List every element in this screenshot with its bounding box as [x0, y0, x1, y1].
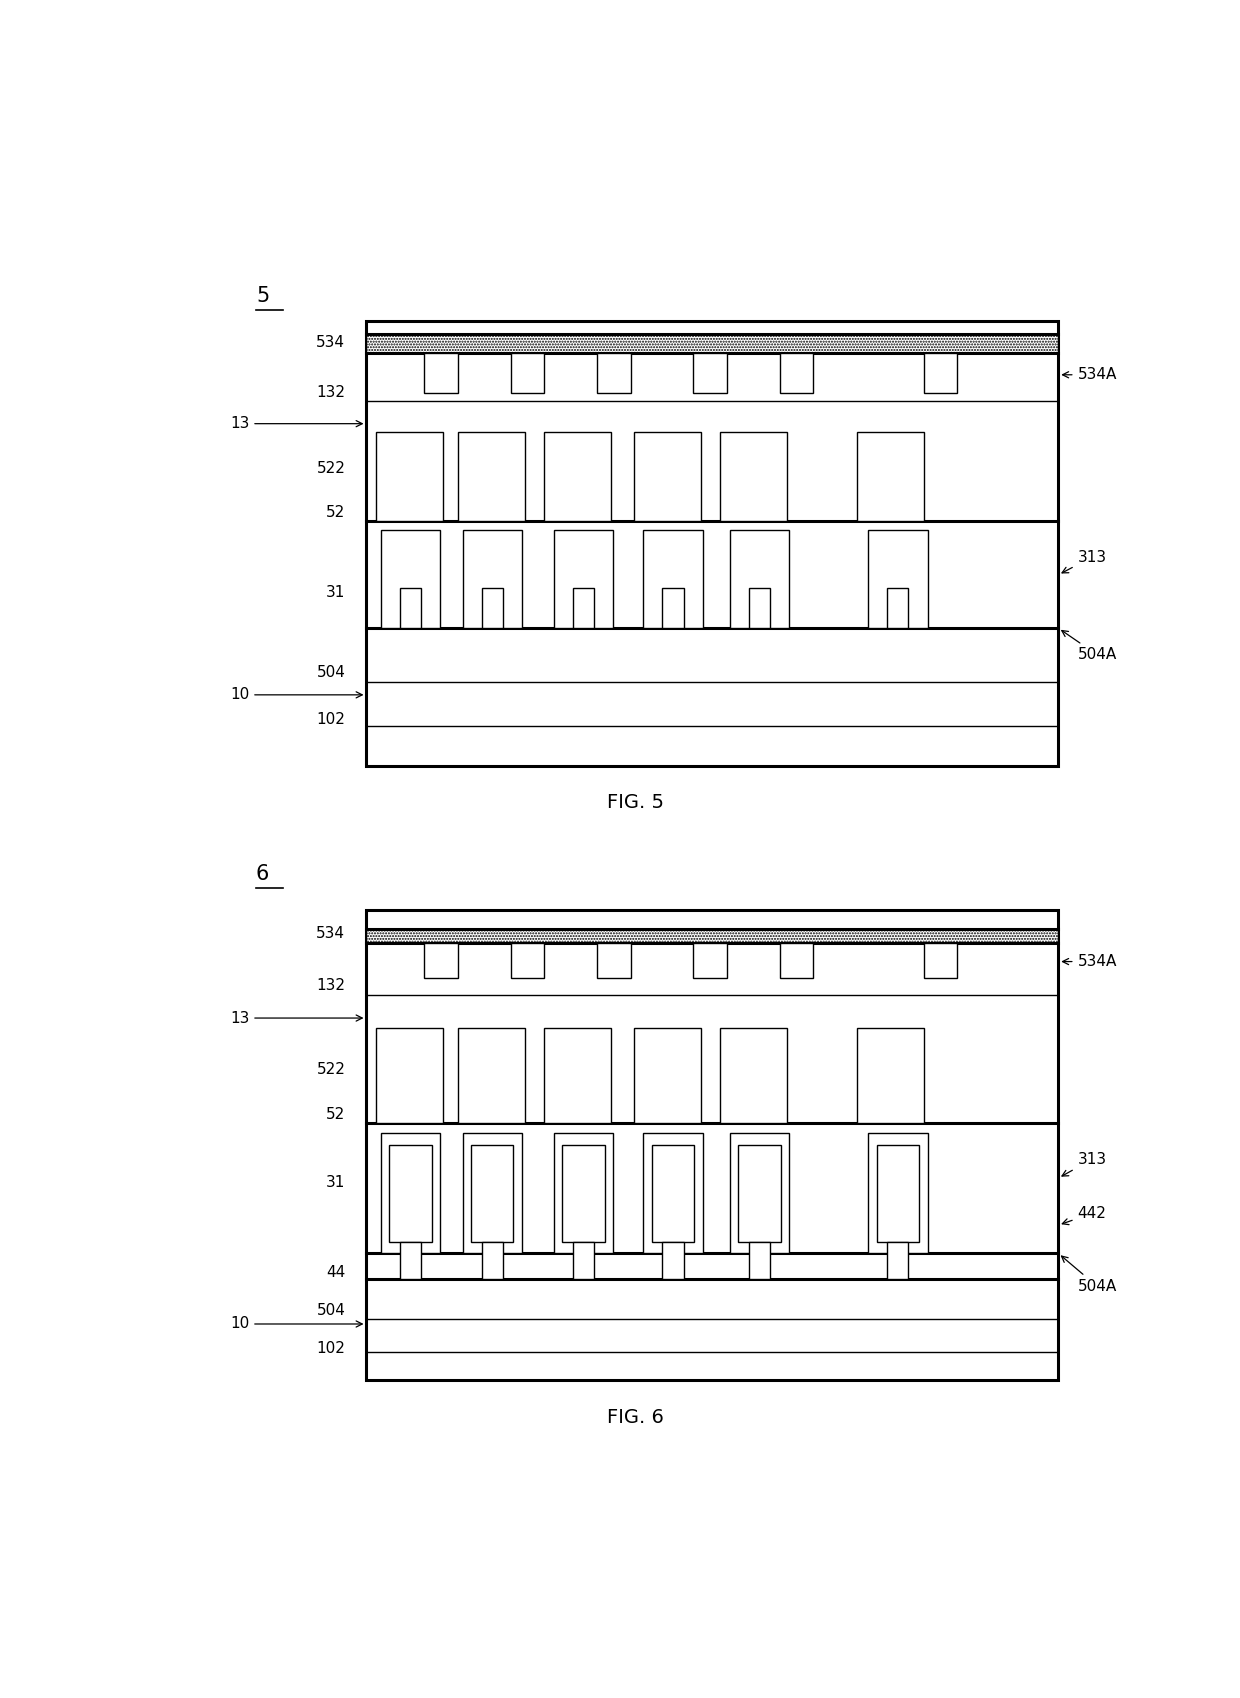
Bar: [596, 942, 631, 978]
Bar: [563, 1144, 605, 1241]
Bar: [662, 588, 683, 628]
Bar: [367, 910, 1058, 1380]
Bar: [749, 1241, 770, 1279]
Bar: [471, 1144, 513, 1241]
Bar: [463, 530, 522, 628]
Text: 132: 132: [316, 385, 345, 401]
Text: 313: 313: [1061, 1151, 1106, 1177]
Bar: [693, 353, 727, 392]
Bar: [424, 353, 458, 392]
Bar: [888, 588, 909, 628]
Bar: [367, 335, 1058, 353]
Bar: [924, 942, 957, 978]
Text: 6: 6: [255, 864, 269, 883]
Text: 504: 504: [316, 666, 345, 681]
Bar: [481, 1241, 503, 1279]
Bar: [868, 530, 928, 628]
Text: 5: 5: [255, 285, 269, 306]
Bar: [367, 929, 1058, 942]
Bar: [652, 1144, 694, 1241]
Bar: [857, 431, 924, 521]
Text: 44: 44: [326, 1265, 345, 1280]
Bar: [573, 588, 594, 628]
Text: 132: 132: [316, 978, 345, 993]
Text: 31: 31: [326, 1175, 345, 1190]
Text: FIG. 6: FIG. 6: [608, 1408, 663, 1426]
Bar: [780, 942, 813, 978]
Bar: [644, 1133, 703, 1253]
Bar: [376, 431, 444, 521]
Bar: [738, 1144, 781, 1241]
Text: 102: 102: [316, 711, 345, 727]
Bar: [693, 942, 727, 978]
Bar: [888, 1241, 909, 1279]
Text: 534: 534: [316, 335, 345, 350]
Bar: [389, 1144, 432, 1241]
Bar: [634, 1029, 701, 1122]
Bar: [573, 1241, 594, 1279]
Text: 534A: 534A: [1063, 954, 1117, 970]
Text: 504: 504: [316, 1304, 345, 1318]
Text: 13: 13: [229, 1010, 362, 1026]
Text: 504A: 504A: [1061, 630, 1117, 662]
Bar: [511, 942, 544, 978]
Text: 102: 102: [316, 1341, 345, 1357]
Bar: [924, 353, 957, 392]
Bar: [544, 1029, 611, 1122]
Bar: [780, 353, 813, 392]
Bar: [401, 588, 422, 628]
Text: 534A: 534A: [1063, 367, 1117, 382]
Bar: [481, 588, 503, 628]
Bar: [634, 431, 701, 521]
Text: 442: 442: [1063, 1206, 1106, 1224]
Bar: [729, 1133, 789, 1253]
Bar: [877, 1144, 919, 1241]
Text: 504A: 504A: [1061, 1257, 1117, 1294]
Bar: [367, 321, 1058, 766]
Bar: [463, 1133, 522, 1253]
Text: 10: 10: [229, 688, 362, 703]
Bar: [381, 530, 440, 628]
Bar: [458, 1029, 525, 1122]
Text: 522: 522: [316, 1063, 345, 1077]
Bar: [381, 1133, 440, 1253]
Bar: [644, 530, 703, 628]
Bar: [458, 431, 525, 521]
Bar: [596, 353, 631, 392]
Bar: [544, 431, 611, 521]
Bar: [729, 530, 789, 628]
Text: 52: 52: [326, 1107, 345, 1122]
Bar: [376, 1029, 444, 1122]
Bar: [749, 588, 770, 628]
Text: 13: 13: [229, 416, 362, 431]
Text: 522: 522: [316, 460, 345, 475]
Text: 313: 313: [1061, 550, 1106, 572]
Text: 534: 534: [316, 925, 345, 941]
Bar: [720, 1029, 787, 1122]
Bar: [662, 1241, 683, 1279]
Bar: [720, 431, 787, 521]
Bar: [554, 530, 614, 628]
Text: 52: 52: [326, 504, 345, 520]
Text: 31: 31: [326, 586, 345, 599]
Text: 10: 10: [229, 1316, 362, 1331]
Bar: [401, 1241, 422, 1279]
Bar: [511, 353, 544, 392]
Text: FIG. 5: FIG. 5: [608, 793, 663, 812]
Bar: [424, 942, 458, 978]
Bar: [554, 1133, 614, 1253]
Bar: [857, 1029, 924, 1122]
Bar: [868, 1133, 928, 1253]
